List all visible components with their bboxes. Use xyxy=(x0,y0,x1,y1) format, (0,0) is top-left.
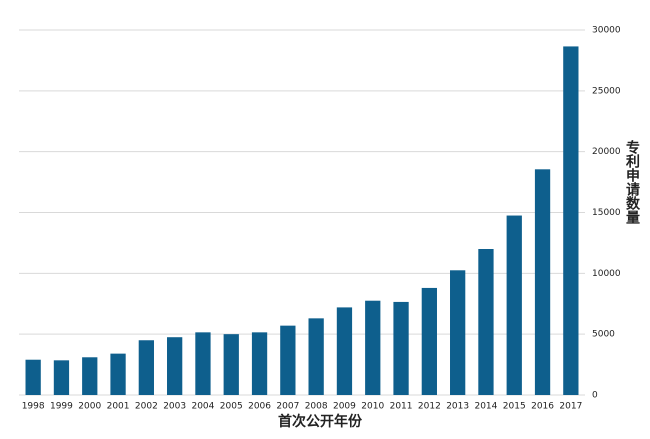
x-tick-label: 2000 xyxy=(78,402,101,412)
x-tick-label: 2001 xyxy=(107,402,130,412)
y-tick-label: 20000 xyxy=(592,147,621,157)
x-tick-label: 2004 xyxy=(191,402,214,412)
x-tick-label: 2016 xyxy=(531,402,554,412)
y-axis-label: 专利申请数量 xyxy=(624,139,640,225)
x-tick-label: 2008 xyxy=(305,402,328,412)
bar xyxy=(53,360,70,395)
bar xyxy=(421,287,437,395)
bar xyxy=(336,307,353,395)
x-tick-label: 2013 xyxy=(446,402,469,412)
x-tick-label: 2014 xyxy=(474,402,497,412)
bar xyxy=(110,353,126,395)
bar xyxy=(563,46,579,396)
y-tick-label: 10000 xyxy=(592,269,621,279)
x-tick-label: 2015 xyxy=(503,402,526,412)
y-tick-label: 30000 xyxy=(592,26,621,36)
bar xyxy=(450,270,466,395)
y-tick-label: 25000 xyxy=(592,86,621,96)
x-tick-label: 2011 xyxy=(390,402,413,412)
x-tick-label: 2017 xyxy=(559,402,582,412)
x-tick-label: 2002 xyxy=(135,402,158,412)
bar xyxy=(195,332,211,395)
bar xyxy=(365,300,381,395)
bar xyxy=(308,318,324,395)
bar xyxy=(25,359,41,395)
bar xyxy=(506,215,522,395)
x-tick-label: 2010 xyxy=(361,402,384,412)
x-tick-label: 1998 xyxy=(22,402,45,412)
y-tick-label: 15000 xyxy=(592,208,621,218)
bar xyxy=(82,357,98,395)
x-tick-label: 2009 xyxy=(333,402,356,412)
x-axis-label: 首次公开年份 xyxy=(278,413,363,430)
bar xyxy=(167,337,183,395)
x-tick-label: 2012 xyxy=(418,402,441,412)
bar xyxy=(280,325,296,395)
bar xyxy=(393,301,409,395)
bar xyxy=(534,169,551,395)
y-tick-label: 0 xyxy=(592,391,598,401)
x-tick-label: 2007 xyxy=(276,402,299,412)
y-tick-label: 5000 xyxy=(592,330,615,340)
x-tick-label: 2006 xyxy=(248,402,271,412)
bar xyxy=(223,334,239,395)
bar xyxy=(138,340,154,395)
bar xyxy=(478,249,494,395)
bar xyxy=(251,332,268,395)
x-tick-label: 1999 xyxy=(50,402,73,412)
x-tick-label: 2005 xyxy=(220,402,243,412)
x-tick-label: 2003 xyxy=(163,402,186,412)
